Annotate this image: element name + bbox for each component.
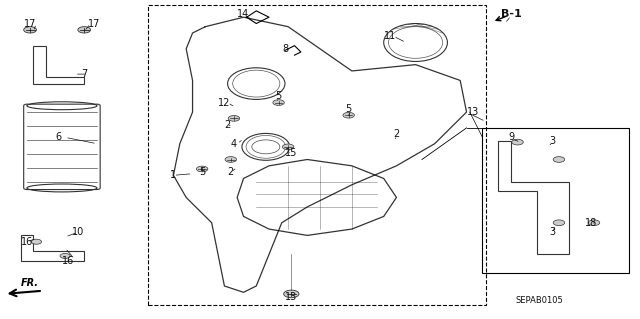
Circle shape <box>31 239 42 244</box>
Text: 5: 5 <box>346 104 352 114</box>
Text: 5: 5 <box>275 91 282 101</box>
Circle shape <box>588 220 600 226</box>
Circle shape <box>284 290 299 298</box>
Circle shape <box>512 139 524 145</box>
Text: 10: 10 <box>72 227 84 237</box>
Text: 5: 5 <box>199 167 205 177</box>
Circle shape <box>78 27 91 33</box>
Text: 13: 13 <box>285 292 298 302</box>
Text: 2: 2 <box>394 129 399 139</box>
Text: 15: 15 <box>285 148 298 158</box>
Circle shape <box>273 100 284 105</box>
Text: 18: 18 <box>585 218 597 228</box>
Text: 6: 6 <box>56 132 62 142</box>
Circle shape <box>228 115 240 121</box>
Text: 2: 2 <box>225 120 231 130</box>
Text: 12: 12 <box>218 98 230 108</box>
Circle shape <box>60 253 70 258</box>
Text: 4: 4 <box>231 139 237 149</box>
Text: 9: 9 <box>508 132 514 142</box>
Text: SEPAB0105: SEPAB0105 <box>516 296 564 305</box>
Text: 17: 17 <box>24 19 36 28</box>
Text: 2: 2 <box>228 167 234 177</box>
Circle shape <box>196 166 208 172</box>
Text: 3: 3 <box>550 136 556 145</box>
Text: 7: 7 <box>81 69 87 79</box>
Circle shape <box>553 157 564 162</box>
Text: 1: 1 <box>170 170 177 180</box>
Circle shape <box>282 144 294 150</box>
Text: 13: 13 <box>467 107 479 117</box>
Circle shape <box>225 157 237 162</box>
Circle shape <box>24 27 36 33</box>
Text: 16: 16 <box>20 237 33 247</box>
Text: FR.: FR. <box>21 278 39 287</box>
Text: 17: 17 <box>88 19 100 28</box>
Text: 14: 14 <box>237 9 250 19</box>
Text: 8: 8 <box>282 44 288 54</box>
Text: B-1: B-1 <box>500 9 522 19</box>
Text: 3: 3 <box>550 227 556 237</box>
Circle shape <box>553 220 564 226</box>
Circle shape <box>343 112 355 118</box>
Text: 11: 11 <box>384 31 396 41</box>
Text: 16: 16 <box>62 256 74 266</box>
